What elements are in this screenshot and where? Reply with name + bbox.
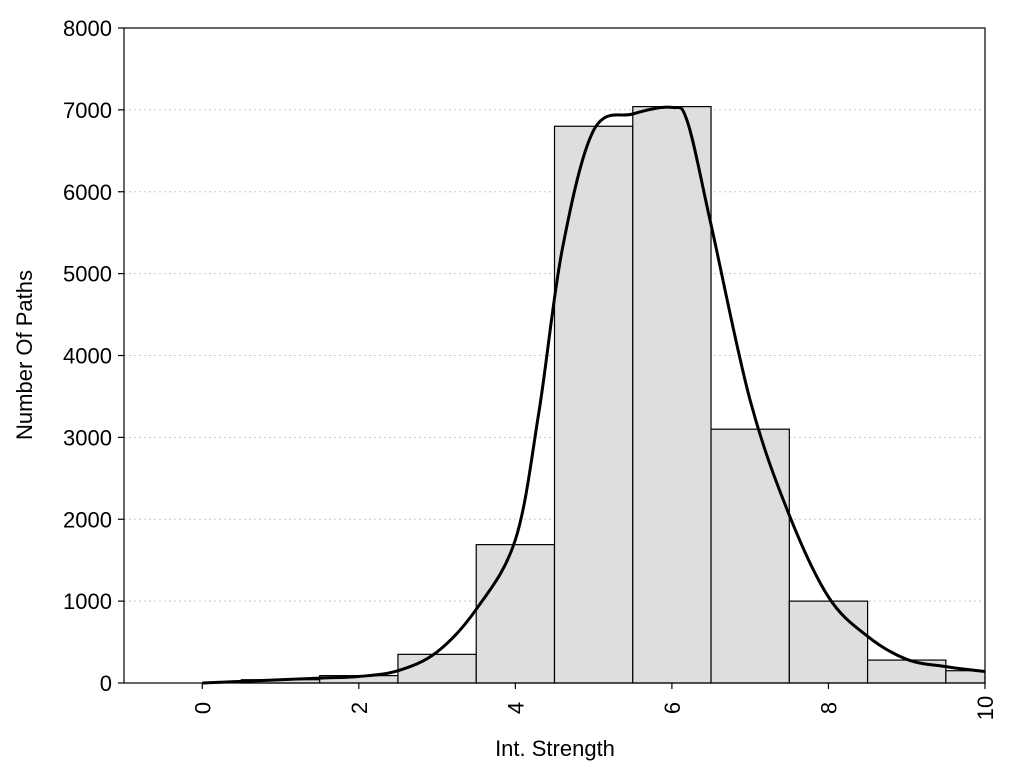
x-tick-label: 6 (660, 702, 685, 714)
y-tick-label: 0 (100, 671, 112, 696)
histogram-bar (475, 544, 556, 684)
y-tick-label: 4000 (63, 344, 112, 369)
histogram-bar (710, 428, 790, 684)
y-tick-label: 3000 (63, 425, 112, 450)
y-tick-label: 8000 (63, 16, 112, 41)
y-tick-label: 7000 (63, 98, 112, 123)
y-tick-label: 5000 (63, 262, 112, 287)
y-axis-title: Number Of Paths (12, 270, 37, 440)
y-tick-label: 6000 (63, 180, 112, 205)
histogram-bar (632, 105, 712, 684)
x-tick-label: 8 (816, 702, 841, 714)
histogram-bar (553, 125, 634, 684)
y-tick-label: 1000 (63, 589, 112, 614)
histogram-bar (788, 600, 869, 684)
histogram-bar (397, 653, 477, 684)
x-tick-label: 0 (190, 702, 215, 714)
histogram-bar (866, 659, 947, 684)
x-tick-label: 4 (503, 702, 528, 714)
histogram-bar (945, 670, 986, 684)
x-tick-label: 10 (973, 696, 998, 720)
axis-ticks (118, 27, 986, 689)
density-curve (202, 105, 986, 685)
y-tick-label: 2000 (63, 507, 112, 532)
x-tick-labels: 0 2 4 6 8 10 (190, 696, 998, 720)
x-tick-label: 2 (347, 702, 372, 714)
y-tick-labels: 0 1000 2000 3000 4000 5000 6000 7000 8000 (63, 16, 112, 696)
x-axis-title: Int. Strength (495, 736, 615, 761)
histogram-bars (240, 105, 986, 684)
